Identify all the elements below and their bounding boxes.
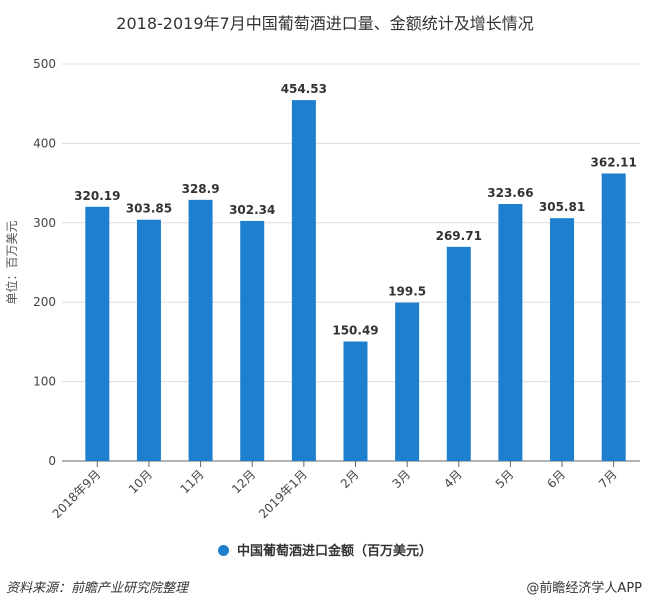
x-tick-label: 2月 xyxy=(338,467,362,491)
bar xyxy=(550,218,575,461)
y-axis-label: 单位：百万美元 xyxy=(4,220,19,304)
bar xyxy=(188,199,213,461)
credit: @前瞻经济学人APP xyxy=(526,581,642,596)
data-label: 328.9 xyxy=(182,182,220,196)
bar xyxy=(446,246,471,461)
data-label: 302.34 xyxy=(229,203,275,217)
x-tick-label: 12月 xyxy=(229,467,258,496)
y-tick-label: 500 xyxy=(33,57,56,71)
chart-title: 2018-2019年7月中国葡萄酒进口量、金额统计及增长情况 xyxy=(116,14,534,33)
y-tick-label: 200 xyxy=(33,295,56,309)
legend: 中国葡萄酒进口金额（百万美元） xyxy=(0,540,650,559)
data-label: 323.66 xyxy=(487,186,533,200)
x-tick-label: 10月 xyxy=(126,467,155,496)
data-label: 454.53 xyxy=(281,82,327,96)
y-tick-label: 300 xyxy=(33,216,56,230)
bar xyxy=(85,206,110,461)
data-label: 305.81 xyxy=(539,200,585,214)
bar xyxy=(343,341,368,461)
legend-marker xyxy=(217,545,229,556)
x-tick-label: 6月 xyxy=(544,467,568,491)
bar xyxy=(291,100,316,461)
x-tick-label: 5月 xyxy=(493,467,517,491)
source-note: 资料来源：前瞻产业研究院整理 xyxy=(6,581,189,596)
bar xyxy=(240,220,265,461)
bar xyxy=(136,219,161,461)
data-label: 269.71 xyxy=(436,229,482,243)
x-tick-label: 4月 xyxy=(441,467,465,491)
x-tick-label: 7月 xyxy=(596,467,620,491)
data-label: 303.85 xyxy=(126,202,172,216)
x-tick-label: 11月 xyxy=(178,467,207,496)
bar-chart: 0 100 200 300 400 500 单位：百万美元 320.19 2018年9月 303.… xyxy=(4,57,640,521)
y-tick-label: 100 xyxy=(33,375,56,389)
data-label: 320.19 xyxy=(74,189,120,203)
bar xyxy=(395,302,420,461)
bar xyxy=(601,173,626,461)
y-tick-label: 0 xyxy=(48,454,56,468)
legend-label: 中国葡萄酒进口金额（百万美元） xyxy=(236,544,432,559)
bar xyxy=(498,204,523,461)
x-tick-label: 2019年1月 xyxy=(256,467,310,521)
data-label: 362.11 xyxy=(591,155,637,169)
y-tick-label: 400 xyxy=(33,136,56,150)
x-tick-label: 3月 xyxy=(389,467,413,491)
x-tick-label: 2018年9月 xyxy=(50,467,104,521)
data-label: 150.49 xyxy=(332,324,378,338)
data-label: 199.5 xyxy=(388,285,426,299)
